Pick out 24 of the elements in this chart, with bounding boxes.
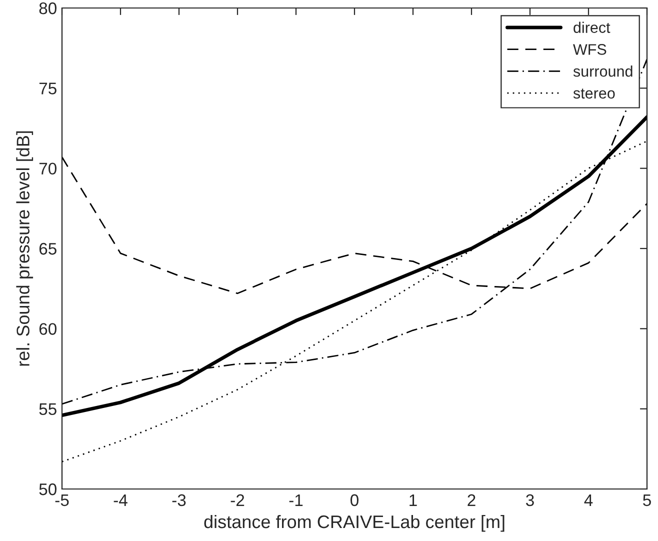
x-tick-label: 4 (584, 494, 593, 506)
y-tick-label: 70 (39, 162, 56, 175)
legend-label: stereo (573, 88, 615, 99)
x-tick-label: 0 (350, 494, 358, 506)
y-tick-label: 50 (39, 483, 56, 496)
y-tick-label: 55 (39, 403, 56, 416)
legend-label: WFS (573, 44, 606, 55)
x-tick-label: 3 (526, 494, 534, 506)
legend-label: direct (574, 22, 610, 33)
legend-label: surround (573, 66, 632, 77)
y-tick-label: 75 (39, 82, 56, 94)
x-tick-label: -2 (230, 494, 244, 506)
x-tick-label: 2 (468, 494, 476, 506)
x-axis-title: distance from CRAIVE-Lab center [m] (204, 514, 504, 532)
x-tick-label: 5 (643, 494, 651, 506)
y-tick-label: 65 (39, 242, 56, 255)
x-tick-label: -3 (172, 494, 186, 506)
y-tick-label: 80 (39, 2, 56, 14)
y-tick-label: 60 (39, 323, 56, 335)
x-tick-label: -5 (55, 494, 69, 506)
x-tick-label: 1 (410, 494, 417, 506)
x-tick-label: -1 (289, 494, 303, 506)
y-axis-title: rel. Sound pressure level [dB] (16, 131, 34, 366)
x-tick-label: -4 (114, 494, 128, 506)
